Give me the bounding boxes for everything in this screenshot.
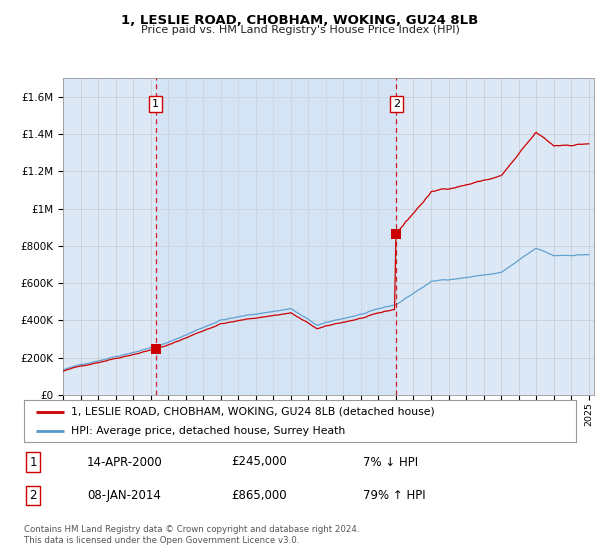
Text: £865,000: £865,000 (231, 489, 287, 502)
Text: 2: 2 (393, 99, 400, 109)
Text: 1, LESLIE ROAD, CHOBHAM, WOKING, GU24 8LB (detached house): 1, LESLIE ROAD, CHOBHAM, WOKING, GU24 8L… (71, 407, 434, 417)
Text: 1: 1 (29, 455, 37, 469)
Text: £245,000: £245,000 (231, 455, 287, 469)
Text: 79% ↑ HPI: 79% ↑ HPI (363, 489, 425, 502)
Text: Price paid vs. HM Land Registry's House Price Index (HPI): Price paid vs. HM Land Registry's House … (140, 25, 460, 35)
Text: 1: 1 (152, 99, 159, 109)
Text: 7% ↓ HPI: 7% ↓ HPI (363, 455, 418, 469)
Text: 1, LESLIE ROAD, CHOBHAM, WOKING, GU24 8LB: 1, LESLIE ROAD, CHOBHAM, WOKING, GU24 8L… (121, 14, 479, 27)
Text: 14-APR-2000: 14-APR-2000 (87, 455, 163, 469)
Text: 2: 2 (29, 489, 37, 502)
Text: 08-JAN-2014: 08-JAN-2014 (87, 489, 161, 502)
Text: HPI: Average price, detached house, Surrey Heath: HPI: Average price, detached house, Surr… (71, 426, 345, 436)
Bar (156, 78, 397, 395)
Text: Contains HM Land Registry data © Crown copyright and database right 2024.
This d: Contains HM Land Registry data © Crown c… (24, 525, 359, 545)
